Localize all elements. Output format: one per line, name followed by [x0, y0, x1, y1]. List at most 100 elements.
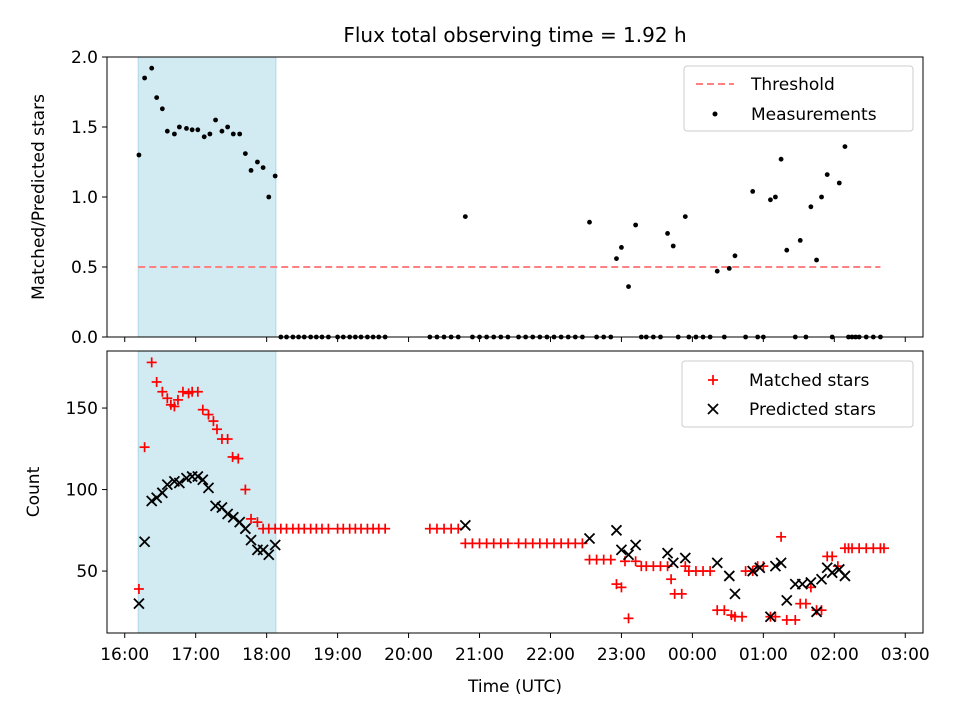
- measurement-point: [670, 243, 676, 249]
- predicted-star-point: [667, 557, 679, 569]
- matched-star-point: [246, 513, 257, 524]
- matched-star-point: [192, 386, 203, 397]
- predicted-stars-points: [133, 470, 851, 623]
- top-y-ticks: 0.0 0.5 1.0 1.5 2.0: [71, 48, 107, 348]
- legend-predicted-label: Predicted stars: [749, 400, 876, 420]
- x-tick-label: 22:00: [526, 645, 575, 665]
- matched-star-point: [203, 409, 214, 420]
- matched-star-point: [605, 554, 616, 565]
- measurement-point: [633, 222, 639, 228]
- measurement-point: [682, 214, 688, 220]
- matched-star-point: [832, 561, 843, 572]
- measurement-point: [184, 125, 189, 131]
- bottom-y-axis-label: Count: [24, 466, 44, 517]
- predicted-star-point: [269, 539, 281, 551]
- matched-star-point: [666, 574, 677, 585]
- matched-star-point: [233, 453, 244, 464]
- y-tick-label: 0.5: [71, 258, 98, 278]
- matched-star-point: [758, 561, 769, 572]
- legend-threshold-label: Threshold: [750, 75, 835, 95]
- measurement-point: [242, 151, 248, 157]
- matched-star-point: [169, 401, 180, 412]
- x-tick-label: 23:00: [597, 645, 646, 665]
- measurement-point: [225, 124, 231, 130]
- matched-star-point: [790, 614, 801, 625]
- predicted-star-point: [138, 536, 151, 548]
- predicted-star-point: [764, 611, 777, 623]
- predicted-star-point: [815, 573, 828, 585]
- bottom-x-ticks: 16:00 17:00 18:00 19:00 20:00 21:00 22:00 23:00…: [100, 633, 930, 665]
- matched-star-point: [781, 614, 792, 625]
- measurement-point: [272, 173, 278, 179]
- bottom-legend: Matched stars Predicted stars: [681, 360, 914, 428]
- x-tick-label: 02:00: [810, 645, 859, 665]
- predicted-star-point: [221, 508, 234, 520]
- top-legend-box: [683, 65, 914, 132]
- x-tick-label: 18:00: [242, 645, 291, 665]
- predicted-star-point: [723, 570, 735, 582]
- predicted-star-point: [754, 562, 766, 574]
- measurement-point: [266, 194, 272, 200]
- predicted-star-point: [583, 532, 596, 545]
- matched-star-point: [800, 598, 811, 609]
- y-tick-label: 150: [66, 399, 98, 419]
- measurement-point: [814, 257, 819, 263]
- matched-star-point: [139, 442, 150, 453]
- measurement-point: [230, 131, 236, 137]
- matched-star-point: [197, 404, 208, 415]
- measurement-point: [768, 197, 773, 203]
- matched-star-point: [177, 386, 188, 397]
- matched-star-point: [676, 588, 687, 599]
- matched-star-point: [227, 451, 238, 462]
- predicted-star-point: [781, 594, 793, 607]
- measurement-point: [842, 144, 848, 150]
- predicted-star-point: [826, 567, 838, 579]
- measurement-point: [255, 159, 260, 165]
- matched-star-point: [172, 394, 183, 405]
- predicted-star-point: [227, 511, 239, 523]
- y-tick-label: 0.0: [71, 328, 98, 348]
- measurement-point: [732, 253, 738, 259]
- matched-star-point: [776, 531, 787, 542]
- measurement-point: [784, 247, 790, 253]
- predicted-star-point: [192, 470, 204, 483]
- measurement-point: [207, 131, 213, 137]
- predicted-star-point: [173, 477, 186, 489]
- matched-star-point: [146, 357, 157, 368]
- chart-title: Flux total observing time = 1.92 h: [343, 23, 686, 47]
- y-tick-label: 2.0: [71, 48, 98, 68]
- predicted-star-point: [156, 487, 168, 499]
- matched-stars-points: [133, 357, 889, 625]
- predicted-star-point: [775, 557, 787, 569]
- predicted-star-point: [239, 523, 252, 535]
- measurement-point: [462, 214, 468, 220]
- matched-star-point: [616, 582, 627, 593]
- measurement-point: [797, 238, 803, 243]
- highlight-span: [137, 56, 277, 338]
- bottom-y-ticks: 50 100 150: [66, 399, 107, 582]
- predicted-star-point: [747, 565, 759, 577]
- measurement-point: [587, 219, 592, 225]
- matched-star-point: [211, 424, 222, 435]
- predicted-star-point: [622, 549, 635, 561]
- bottom-highlight-span: [137, 350, 277, 634]
- predicted-star-point: [796, 578, 809, 590]
- highlight-span: [137, 350, 277, 634]
- top-highlight-span: [137, 56, 277, 338]
- measurement-point: [824, 172, 830, 178]
- measurement-point: [614, 256, 619, 261]
- measurement-point: [149, 65, 155, 71]
- predicted-star-point: [729, 588, 741, 600]
- matched-star-point: [240, 484, 251, 495]
- matched-star-point: [151, 376, 162, 387]
- predicted-star-point: [615, 544, 628, 556]
- predicted-star-point: [610, 524, 623, 536]
- measurement-point: [619, 245, 624, 250]
- measurement-points: [136, 65, 883, 340]
- matched-star-point: [737, 611, 748, 622]
- legend-measurements-label: Measurements: [751, 105, 877, 125]
- predicted-star-point: [711, 557, 723, 569]
- matched-star-point: [208, 416, 219, 427]
- top-axes-frame: [106, 56, 924, 338]
